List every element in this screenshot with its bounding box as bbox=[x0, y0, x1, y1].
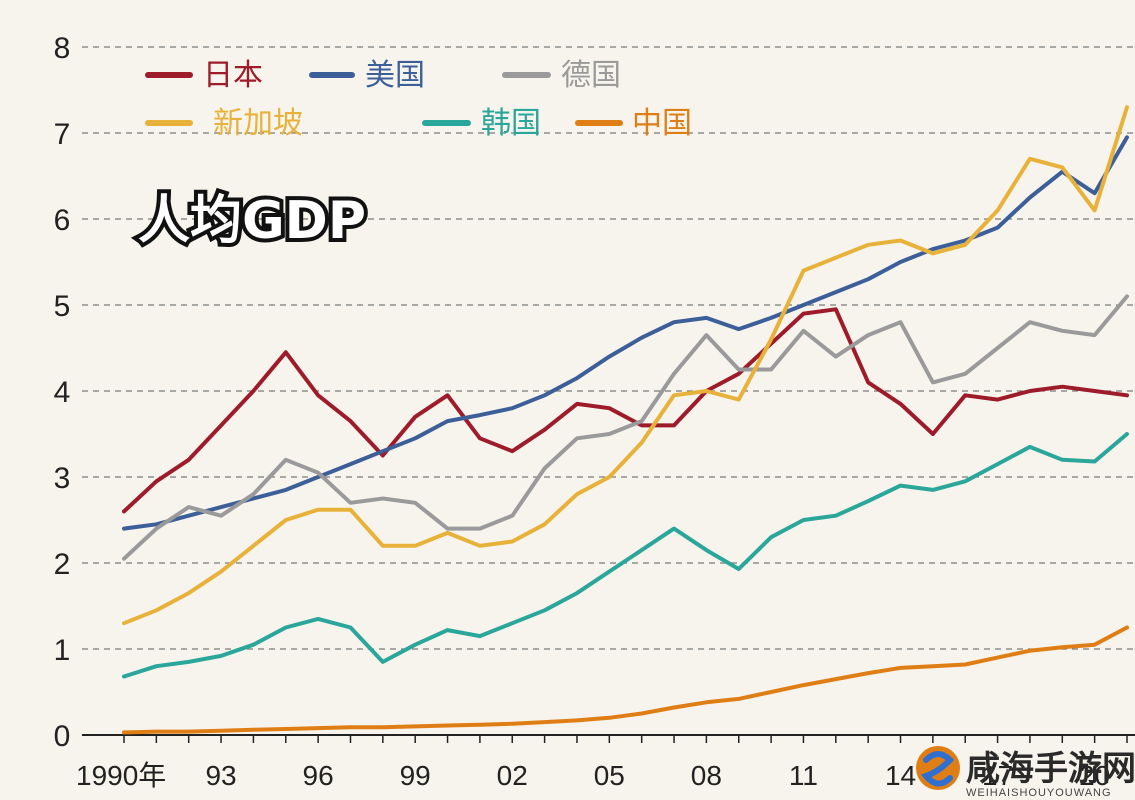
series-line-5 bbox=[122, 625, 1129, 735]
x-tick-label: 20 bbox=[1079, 760, 1110, 791]
y-tick-label: 4 bbox=[54, 376, 71, 409]
series-line-4 bbox=[122, 432, 1129, 679]
watermark: 咸海手游网 WEIHAISHOUYOUWANG bbox=[916, 746, 1135, 799]
y-tick-label: 3 bbox=[54, 462, 71, 495]
legend-label-0: 日本 bbox=[203, 58, 263, 93]
x-tick-label: 96 bbox=[303, 760, 334, 791]
watermark-subtext: WEIHAISHOUYOUWANG bbox=[966, 787, 1112, 799]
x-tick-label: 17 bbox=[982, 760, 1013, 791]
watermark-text: 咸海手游网 bbox=[966, 749, 1135, 789]
series-line-2 bbox=[122, 294, 1129, 561]
x-axis-ticks: 1990年 93 96 99 02 05 08 11 14 17 20 bbox=[76, 760, 1110, 791]
x-tick-label: 11 bbox=[789, 760, 818, 791]
legend-label-2: 德国 bbox=[561, 58, 621, 93]
y-tick-label: 1 bbox=[54, 634, 71, 667]
legend-label-5: 中国 bbox=[632, 106, 692, 141]
y-tick-label: 5 bbox=[54, 290, 71, 323]
legend-label-1: 美国 bbox=[365, 58, 425, 93]
chart-subtitle: 人均GDP bbox=[138, 191, 366, 251]
series-line-1 bbox=[122, 135, 1129, 531]
y-tick-label: 0 bbox=[54, 720, 71, 753]
x-axis bbox=[82, 734, 1135, 743]
x-tick-label: 1990年 bbox=[76, 760, 166, 791]
x-tick-label: 02 bbox=[497, 760, 528, 791]
y-tick-label: 6 bbox=[54, 204, 71, 237]
legend-label-4: 韩国 bbox=[481, 106, 541, 141]
series-lines bbox=[122, 105, 1129, 735]
series-line-0 bbox=[122, 307, 1129, 514]
x-tick-label: 14 bbox=[885, 760, 916, 791]
x-tick-label: 08 bbox=[691, 760, 722, 791]
y-axis-ticks: 0 1 2 3 4 5 6 7 8 bbox=[54, 32, 71, 753]
legend-label-3: 新加坡 bbox=[213, 106, 303, 141]
x-tick-label: 93 bbox=[205, 760, 236, 791]
watermark-logo-icon bbox=[916, 746, 960, 790]
x-tick-label: 05 bbox=[594, 760, 625, 791]
y-tick-label: 7 bbox=[54, 118, 71, 151]
x-tick-label: 99 bbox=[400, 760, 431, 791]
series-line-3 bbox=[122, 105, 1129, 626]
y-tick-label: 8 bbox=[54, 32, 71, 65]
y-tick-label: 2 bbox=[54, 548, 71, 581]
